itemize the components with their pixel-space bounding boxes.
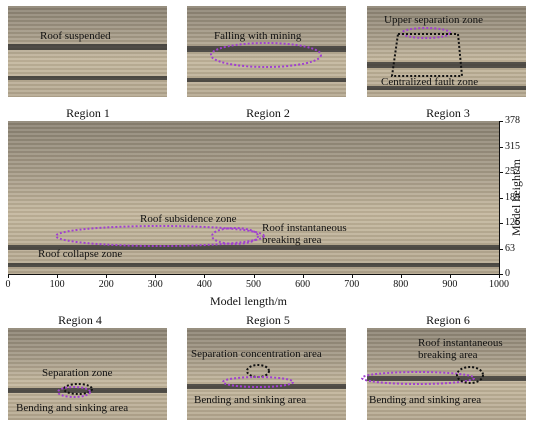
y-tick-label: 0 [505,268,510,279]
main-label-collapse-zone: Roof collapse zone [38,248,123,260]
y-tick-label: 378 [505,115,520,126]
region-3-label-fault-zone: Centralized fault zone [381,76,479,88]
x-tick-mark [8,274,9,278]
x-tick-label: 500 [246,279,261,290]
x-tick-label: 900 [442,279,458,290]
region-5-label-bending-sinking: Bending and sinking area [194,394,307,406]
x-tick-label: 600 [295,279,311,290]
region-5-photo [187,328,346,420]
main-label-instantaneous-2: breaking area [262,234,322,246]
x-tick-label: 800 [393,279,409,290]
x-tick-mark [499,274,500,278]
y-tick-mark [499,223,503,224]
x-tick-mark [155,274,157,278]
y-tick-label: 252 [505,166,520,177]
x-tick-label: 300 [147,279,163,290]
region-5-label-separation-concentration: Separation concentration area [191,348,322,360]
x-tick-label: 1000 [489,279,509,290]
main-label-instantaneous-1: Roof instantaneous [262,222,347,234]
region-5-caption: Region 5 [246,313,290,327]
y-tick-label: 315 [505,140,520,152]
region-1-photo [8,6,167,97]
x-tick-mark [351,274,353,278]
y-tick-mark [499,121,503,122]
y-tick-mark [499,172,503,173]
x-tick-label: 0 [5,279,11,290]
y-tick-mark [499,197,503,199]
y-axis-label: Model height/m [509,159,523,236]
region-4-label-separation-zone: Separation zone [42,367,113,379]
x-tick-mark [204,274,206,278]
x-tick-mark [57,274,59,278]
region-1-label-roof-suspended: Roof suspended [40,30,111,42]
x-tick-label: 200 [98,279,114,290]
x-tick-mark [449,274,451,278]
region-4-label-bending-sinking: Bending and sinking area [16,402,129,414]
x-tick-label: 700 [344,279,360,290]
region-6-label-instantaneous-1: Roof instantaneous [418,337,503,349]
x-tick-label: 400 [196,279,212,290]
main-model-photo [8,121,499,274]
region-1-caption: Region 1 [66,106,110,120]
region-4-caption: Region 4 [58,313,102,327]
y-tick-label: 63 [505,242,515,254]
x-tick-mark [400,274,402,278]
main-label-subsidence-zone: Roof subsidence zone [140,213,237,225]
x-tick-label: 100 [49,279,65,290]
region-3-label-upper-separation: Upper separation zone [384,14,483,26]
region-3-caption: Region 3 [426,106,470,120]
region-6-label-instantaneous-2: breaking area [418,349,478,361]
region-2-label-falling-with-mining: Falling with mining [214,30,302,42]
x-tick-mark [253,274,255,278]
region-2-caption: Region 2 [246,106,290,120]
y-tick-mark [499,146,503,148]
region-6-caption: Region 6 [426,313,470,327]
region-2-photo [187,6,346,97]
y-tick-label: 189 [505,191,520,203]
y-tick-label: 126 [505,217,520,228]
x-tick-mark [106,274,108,278]
x-tick-mark [302,274,304,278]
y-tick-mark [499,274,503,275]
y-tick-mark [499,248,503,250]
x-axis-label: Model length/m [210,294,287,308]
region-6-label-bending-sinking: Bending and sinking area [369,394,482,406]
